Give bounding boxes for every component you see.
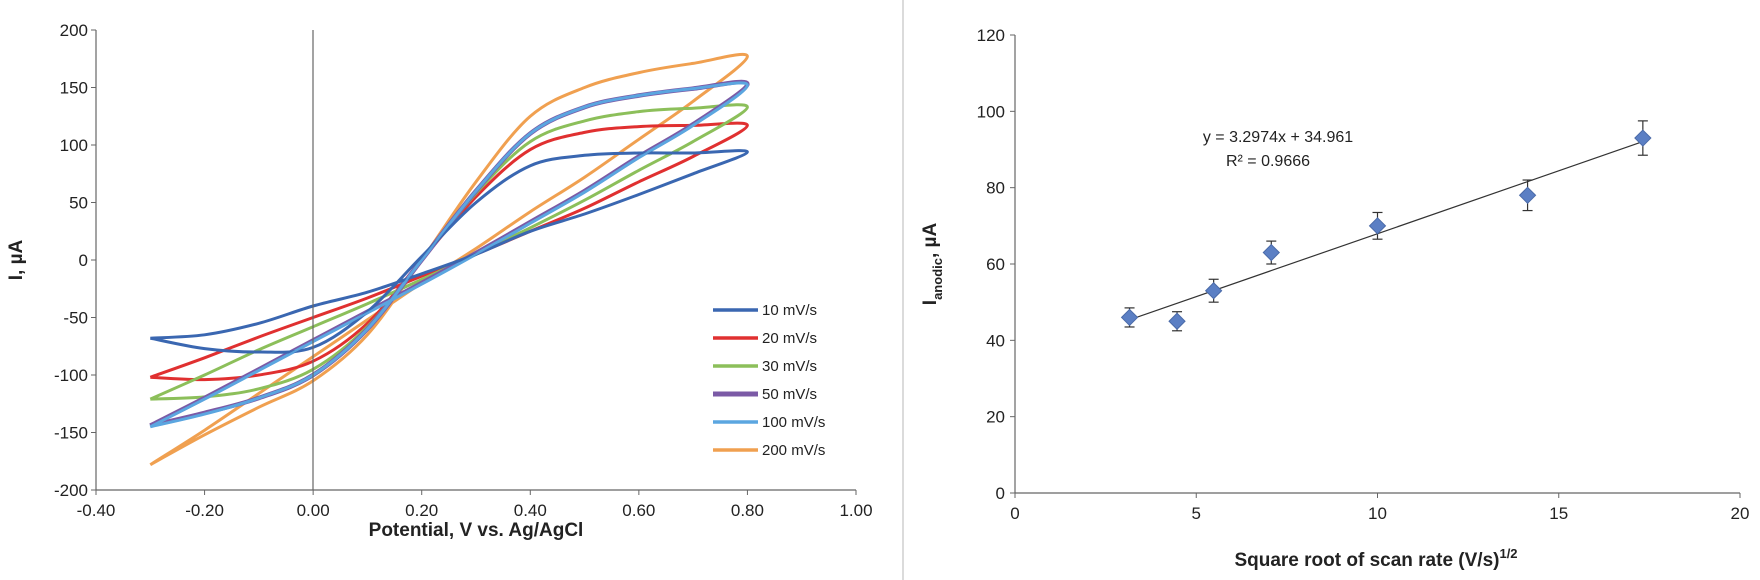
rs-x-tick-label: 5 — [1192, 504, 1201, 523]
cv-series-line-20-mv-s — [149, 121, 749, 382]
rs-x-tick-label: 0 — [1010, 504, 1019, 523]
cv-x-tick-label: -0.40 — [77, 501, 116, 520]
regression-chart: 0 5 10 15 20 120 100 80 60 40 20 0 y = 3.2974x + 3… — [920, 26, 1749, 571]
rs-data-point — [1262, 240, 1280, 265]
cv-x-tick-label: 0.80 — [731, 501, 764, 520]
cv-legend-label: 10 mV/s — [762, 302, 817, 319]
rs-y-tick-label: 20 — [986, 408, 1005, 427]
cv-y-tick-label: -200 — [54, 481, 88, 500]
cv-series-lines — [149, 52, 750, 467]
cv-y-tick-label: 150 — [60, 79, 88, 98]
rs-diamond-marker — [1368, 217, 1387, 235]
cv-x-tick-label: 0.40 — [514, 501, 547, 520]
rs-x-axis-title: Square root of scan rate (V/s)1/2 — [1234, 546, 1517, 571]
cv-y-tick-label: -100 — [54, 366, 88, 385]
cv-x-tick-label: 0.60 — [622, 501, 655, 520]
rs-data-points — [1120, 120, 1652, 332]
cv-x-tick-label: -0.20 — [185, 501, 224, 520]
rs-y-tick-label: 40 — [986, 331, 1005, 350]
rs-x-tick-label: 15 — [1549, 504, 1568, 523]
rs-data-point — [1518, 179, 1537, 212]
rs-y-axis-title: Ianodic, µA — [920, 223, 945, 306]
rs-x-tick-label: 10 — [1368, 504, 1387, 523]
rs-y-tick-label: 80 — [986, 179, 1005, 198]
rs-r-squared: R² = 0.9666 — [1226, 153, 1310, 170]
cv-y-ticks: 200 150 100 50 0 -50 -100 -150 -200 — [54, 21, 97, 500]
cv-x-axis-title: Potential, V vs. Ag/AgCl — [369, 520, 584, 541]
cv-series-line-30-mv-s — [149, 103, 749, 401]
rs-diamond-marker — [1262, 243, 1280, 262]
rs-diamond-marker — [1518, 186, 1537, 205]
rs-y-ticks: 120 100 80 60 40 20 0 — [977, 26, 1015, 503]
cv-y-tick-label: 200 — [60, 21, 88, 40]
cv-series-line-50-mv-s — [149, 79, 750, 428]
rs-x-tick-label: 20 — [1731, 504, 1750, 523]
rs-data-point — [1204, 278, 1223, 303]
cv-legend-label: 200 mV/s — [762, 442, 825, 459]
cv-series-line-100-overlay — [149, 81, 749, 428]
rs-data-point — [1368, 211, 1387, 240]
cv-legend-label: 100 mV/s — [762, 414, 825, 431]
cv-y-tick-label: 100 — [60, 136, 88, 155]
rs-diamond-marker — [1634, 129, 1652, 147]
cv-legend: 10 mV/s 20 mV/s 30 mV/s 50 mV/s 100 mV/s 200 … — [713, 302, 825, 459]
cv-series-line-200-mv-s — [149, 52, 749, 467]
cv-x-tick-label: 0.00 — [297, 501, 330, 520]
rs-data-point — [1120, 307, 1139, 328]
rs-equation: y = 3.2974x + 34.961 — [1203, 129, 1353, 146]
cv-chart: -0.40 -0.20 0.00 0.20 0.40 0.60 0.80 1.00 200 15… — [6, 21, 873, 541]
cv-legend-label: 20 mV/s — [762, 330, 817, 347]
cv-legend-label: 30 mV/s — [762, 358, 817, 375]
cv-series-line-10-mv-s — [150, 149, 749, 354]
cv-legend-label: 50 mV/s — [762, 386, 817, 403]
rs-x-ticks: 0 5 10 15 20 — [1010, 493, 1749, 523]
rs-diamond-marker — [1168, 312, 1186, 330]
cv-y-axis-title: I, µA — [6, 239, 27, 280]
rs-data-point — [1168, 311, 1186, 332]
cv-x-tick-label: 0.20 — [405, 501, 438, 520]
rs-y-tick-label: 0 — [996, 484, 1005, 503]
rs-y-tick-label: 60 — [986, 255, 1005, 274]
cv-x-ticks: -0.40 -0.20 0.00 0.20 0.40 0.60 0.80 1.00 — [77, 490, 873, 520]
cv-series-line-100-mv-s — [149, 81, 749, 429]
cv-y-tick-label: 0 — [79, 251, 88, 270]
rs-trendline — [1129, 141, 1644, 321]
rs-y-tick-label: 120 — [977, 26, 1005, 45]
rs-diamond-marker — [1120, 308, 1139, 327]
rs-y-tick-label: 100 — [977, 102, 1005, 121]
rs-data-point — [1634, 120, 1652, 156]
cv-y-tick-label: -50 — [63, 309, 88, 328]
cv-x-tick-label: 1.00 — [839, 501, 872, 520]
cv-y-tick-label: 50 — [69, 194, 88, 213]
rs-diamond-marker — [1204, 282, 1223, 300]
cv-y-tick-label: -150 — [54, 424, 88, 443]
